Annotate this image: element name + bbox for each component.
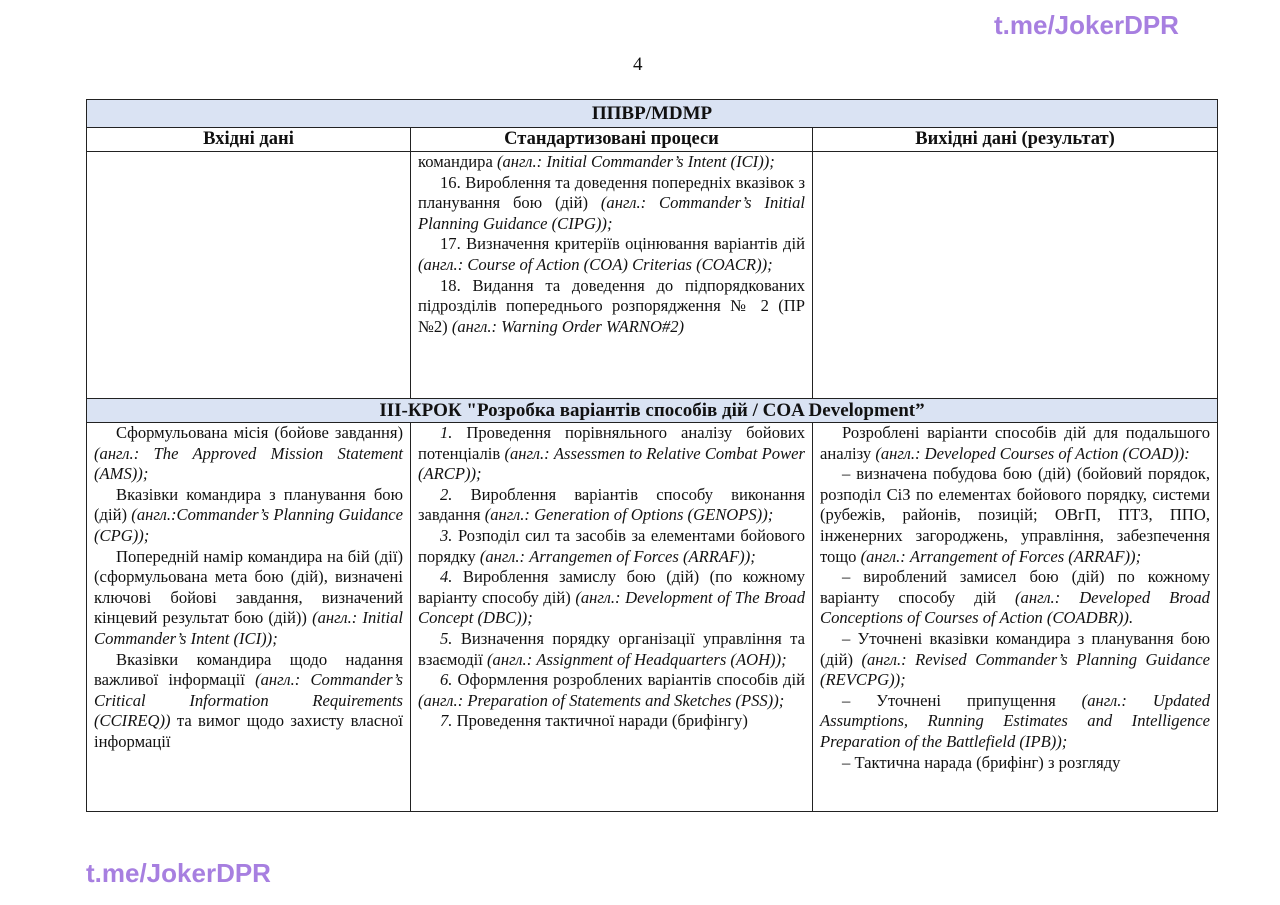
paragraph: 4. Вироблення замислу бою (дій) (по кожн… — [418, 567, 805, 629]
english-term: (англ.: Commander’s Initial Planning Gui… — [418, 193, 805, 233]
paragraph: командира (англ.: Initial Commander’s In… — [418, 152, 805, 173]
table-row: Сформульована місія (бойове завдання) (а… — [86, 422, 1218, 812]
paragraph: 6. Оформлення розроблених варіантів спос… — [418, 670, 805, 711]
table-row: командира (англ.: Initial Commander’s In… — [86, 151, 1218, 399]
column-header-processes: Стандартизовані процеси — [410, 127, 813, 152]
english-term: (англ.: Arrangemen of Forces (ARRAF)); — [479, 546, 756, 566]
english-term: (англ.: Arrangement of Forces (ARRAF)); — [860, 546, 1142, 566]
paragraph: 2. Вироблення варіантів способу виконанн… — [418, 485, 805, 526]
cell-outputs: Розроблені варіанти способів дій для под… — [813, 423, 1217, 811]
paragraph: Розроблені варіанти способів дій для под… — [820, 423, 1210, 464]
paragraph: 18. Видання та доведення до підпорядкова… — [418, 276, 805, 338]
english-term: (англ.: Assignment of Headquarters (AOH)… — [487, 649, 787, 669]
step-title: ІІІ-КРОК "Розробка варіантів способів ді… — [86, 398, 1218, 423]
english-term: (англ.: Development of The Broad Concept… — [418, 587, 805, 628]
paragraph: 5. Визначення порядку організації управл… — [418, 629, 805, 670]
text-run: – Уточнені припущення — [842, 690, 1082, 710]
english-term: (англ.: Updated Assumptions, Running Est… — [820, 690, 1210, 751]
english-term: 6. — [440, 670, 453, 690]
english-term: (англ.: Commander’s Critical Information… — [94, 670, 403, 731]
column-header-outputs: Вихідні дані (результат) — [812, 127, 1218, 152]
text-run: Розроблені варіанти способів дій для под… — [820, 423, 1210, 463]
cell-inputs — [87, 152, 410, 398]
paragraph: 3. Розподіл сил та засобів за елементами… — [418, 526, 805, 567]
english-term: (англ.: Initial Commander’s Intent (ICI)… — [496, 152, 775, 171]
text-run: та вимог щодо захисту власної інформації — [94, 711, 403, 751]
paragraph: Попередній намір командира на бій (дії) … — [94, 547, 403, 650]
english-term: (англ.: Revised Commander’s Planning Gui… — [820, 649, 1210, 690]
text-run: 18. Видання та доведення до підпорядкова… — [418, 275, 805, 336]
cell-inputs: Сформульована місія (бойове завдання) (а… — [87, 423, 410, 811]
paragraph: – Тактична нарада (брифінг) з розгляду — [820, 753, 1210, 774]
text-run: Вказівки командира з планування бою (дій… — [94, 484, 403, 525]
text-run: Вироблення варіантів способу виконання з… — [418, 484, 805, 525]
paragraph: – вироблений замисел бою (дій) по кожном… — [820, 567, 1210, 629]
english-term: (англ.: Warning Order WARNO#2) — [451, 316, 685, 336]
text-run: Розподіл сил та засобів за елементами бо… — [418, 525, 805, 566]
page-number: 4 — [633, 54, 643, 75]
text-run: Вироблення замислу бою (дій) (по кожному… — [418, 567, 805, 607]
paragraph: Вказівки командира з планування бою (дій… — [94, 485, 403, 547]
paragraph: 7. Проведення тактичної наради (брифінгу… — [418, 711, 805, 732]
text-run: Проведення порівняльного аналізу бойових… — [418, 423, 805, 463]
text-run: командира — [418, 152, 497, 171]
english-term: 4. — [440, 567, 453, 587]
english-term: (англ.: Initial Commander’s Intent (ICI)… — [94, 608, 403, 648]
text-run: – Уточнені вказівки командира з плануван… — [820, 628, 1210, 669]
english-term: (англ.: The Approved Mission Statement (… — [94, 443, 403, 484]
paragraph: Вказівки командира щодо надання важливої… — [94, 650, 403, 753]
english-term: 1. — [440, 423, 453, 442]
text-run: – Тактична нарада (брифінг) з розгляду — [842, 752, 1121, 772]
text-run: Сформульована місія (бойове завдання) — [116, 423, 403, 442]
paragraph: 16. Вироблення та доведення попередніх в… — [418, 173, 805, 235]
english-term: (англ.: Developed Courses of Action (COA… — [875, 443, 1190, 463]
paragraph: – Уточнені вказівки командира з плануван… — [820, 629, 1210, 691]
text-run: Попередній намір командира на бій (дії) … — [94, 546, 403, 628]
english-term: (англ.:Commander’s Planning Guidance (CP… — [94, 505, 403, 545]
english-term: (англ.: Preparation of Statements and Sk… — [418, 690, 785, 710]
paragraph: Сформульована місія (бойове завдання) (а… — [94, 423, 403, 485]
text-run: Вказівки командира щодо надання важливої… — [94, 649, 403, 690]
table-title: ППВР/MDMP — [86, 99, 1218, 128]
paragraph: 1. Проведення порівняльного аналізу бойо… — [418, 423, 805, 485]
english-term: (англ.: Developed Broad Conceptions of C… — [820, 587, 1210, 628]
text-run: 16. Вироблення та доведення попередніх в… — [418, 172, 805, 213]
english-term: (англ.: Assessmen to Relative Combat Pow… — [418, 443, 805, 484]
text-run: 17. Визначення критеріїв оцінювання варі… — [440, 234, 805, 254]
english-term: 7. — [440, 711, 453, 731]
text-run: Оформлення розроблених варіантів способі… — [452, 670, 805, 690]
english-term: 2. — [440, 484, 453, 504]
english-term: 3. — [440, 525, 453, 545]
text-run: Визначення порядку організації управлінн… — [418, 628, 805, 669]
paragraph: – визначена побудова бою (дій) (бойовий … — [820, 464, 1210, 567]
cell-processes: командира (англ.: Initial Commander’s In… — [411, 152, 812, 398]
paragraph: – Уточнені припущення (англ.: Updated As… — [820, 691, 1210, 753]
text-run: Проведення тактичної наради (брифінгу) — [452, 711, 748, 731]
text-run: – визначена побудова бою (дій) (бойовий … — [820, 464, 1210, 566]
cell-processes: 1. Проведення порівняльного аналізу бойо… — [411, 423, 812, 811]
paragraph: 17. Визначення критеріїв оцінювання варі… — [418, 234, 805, 275]
cell-outputs — [813, 152, 1217, 398]
english-term: (англ.: Course of Action (COA) Criterias… — [418, 254, 773, 274]
english-term: (англ.: Generation of Options (GENOPS)); — [484, 505, 774, 525]
watermark-bottom: t.me/JokerDPR — [86, 858, 271, 888]
column-header-inputs: Вхідні дані — [86, 127, 411, 152]
mdmp-table: ППВР/MDMP Вхідні дані Стандартизовані пр… — [86, 99, 1218, 812]
watermark-top: t.me/JokerDPR — [994, 10, 1179, 40]
english-term: 5. — [440, 628, 453, 648]
text-run: – вироблений замисел бою (дій) по кожном… — [820, 567, 1210, 607]
